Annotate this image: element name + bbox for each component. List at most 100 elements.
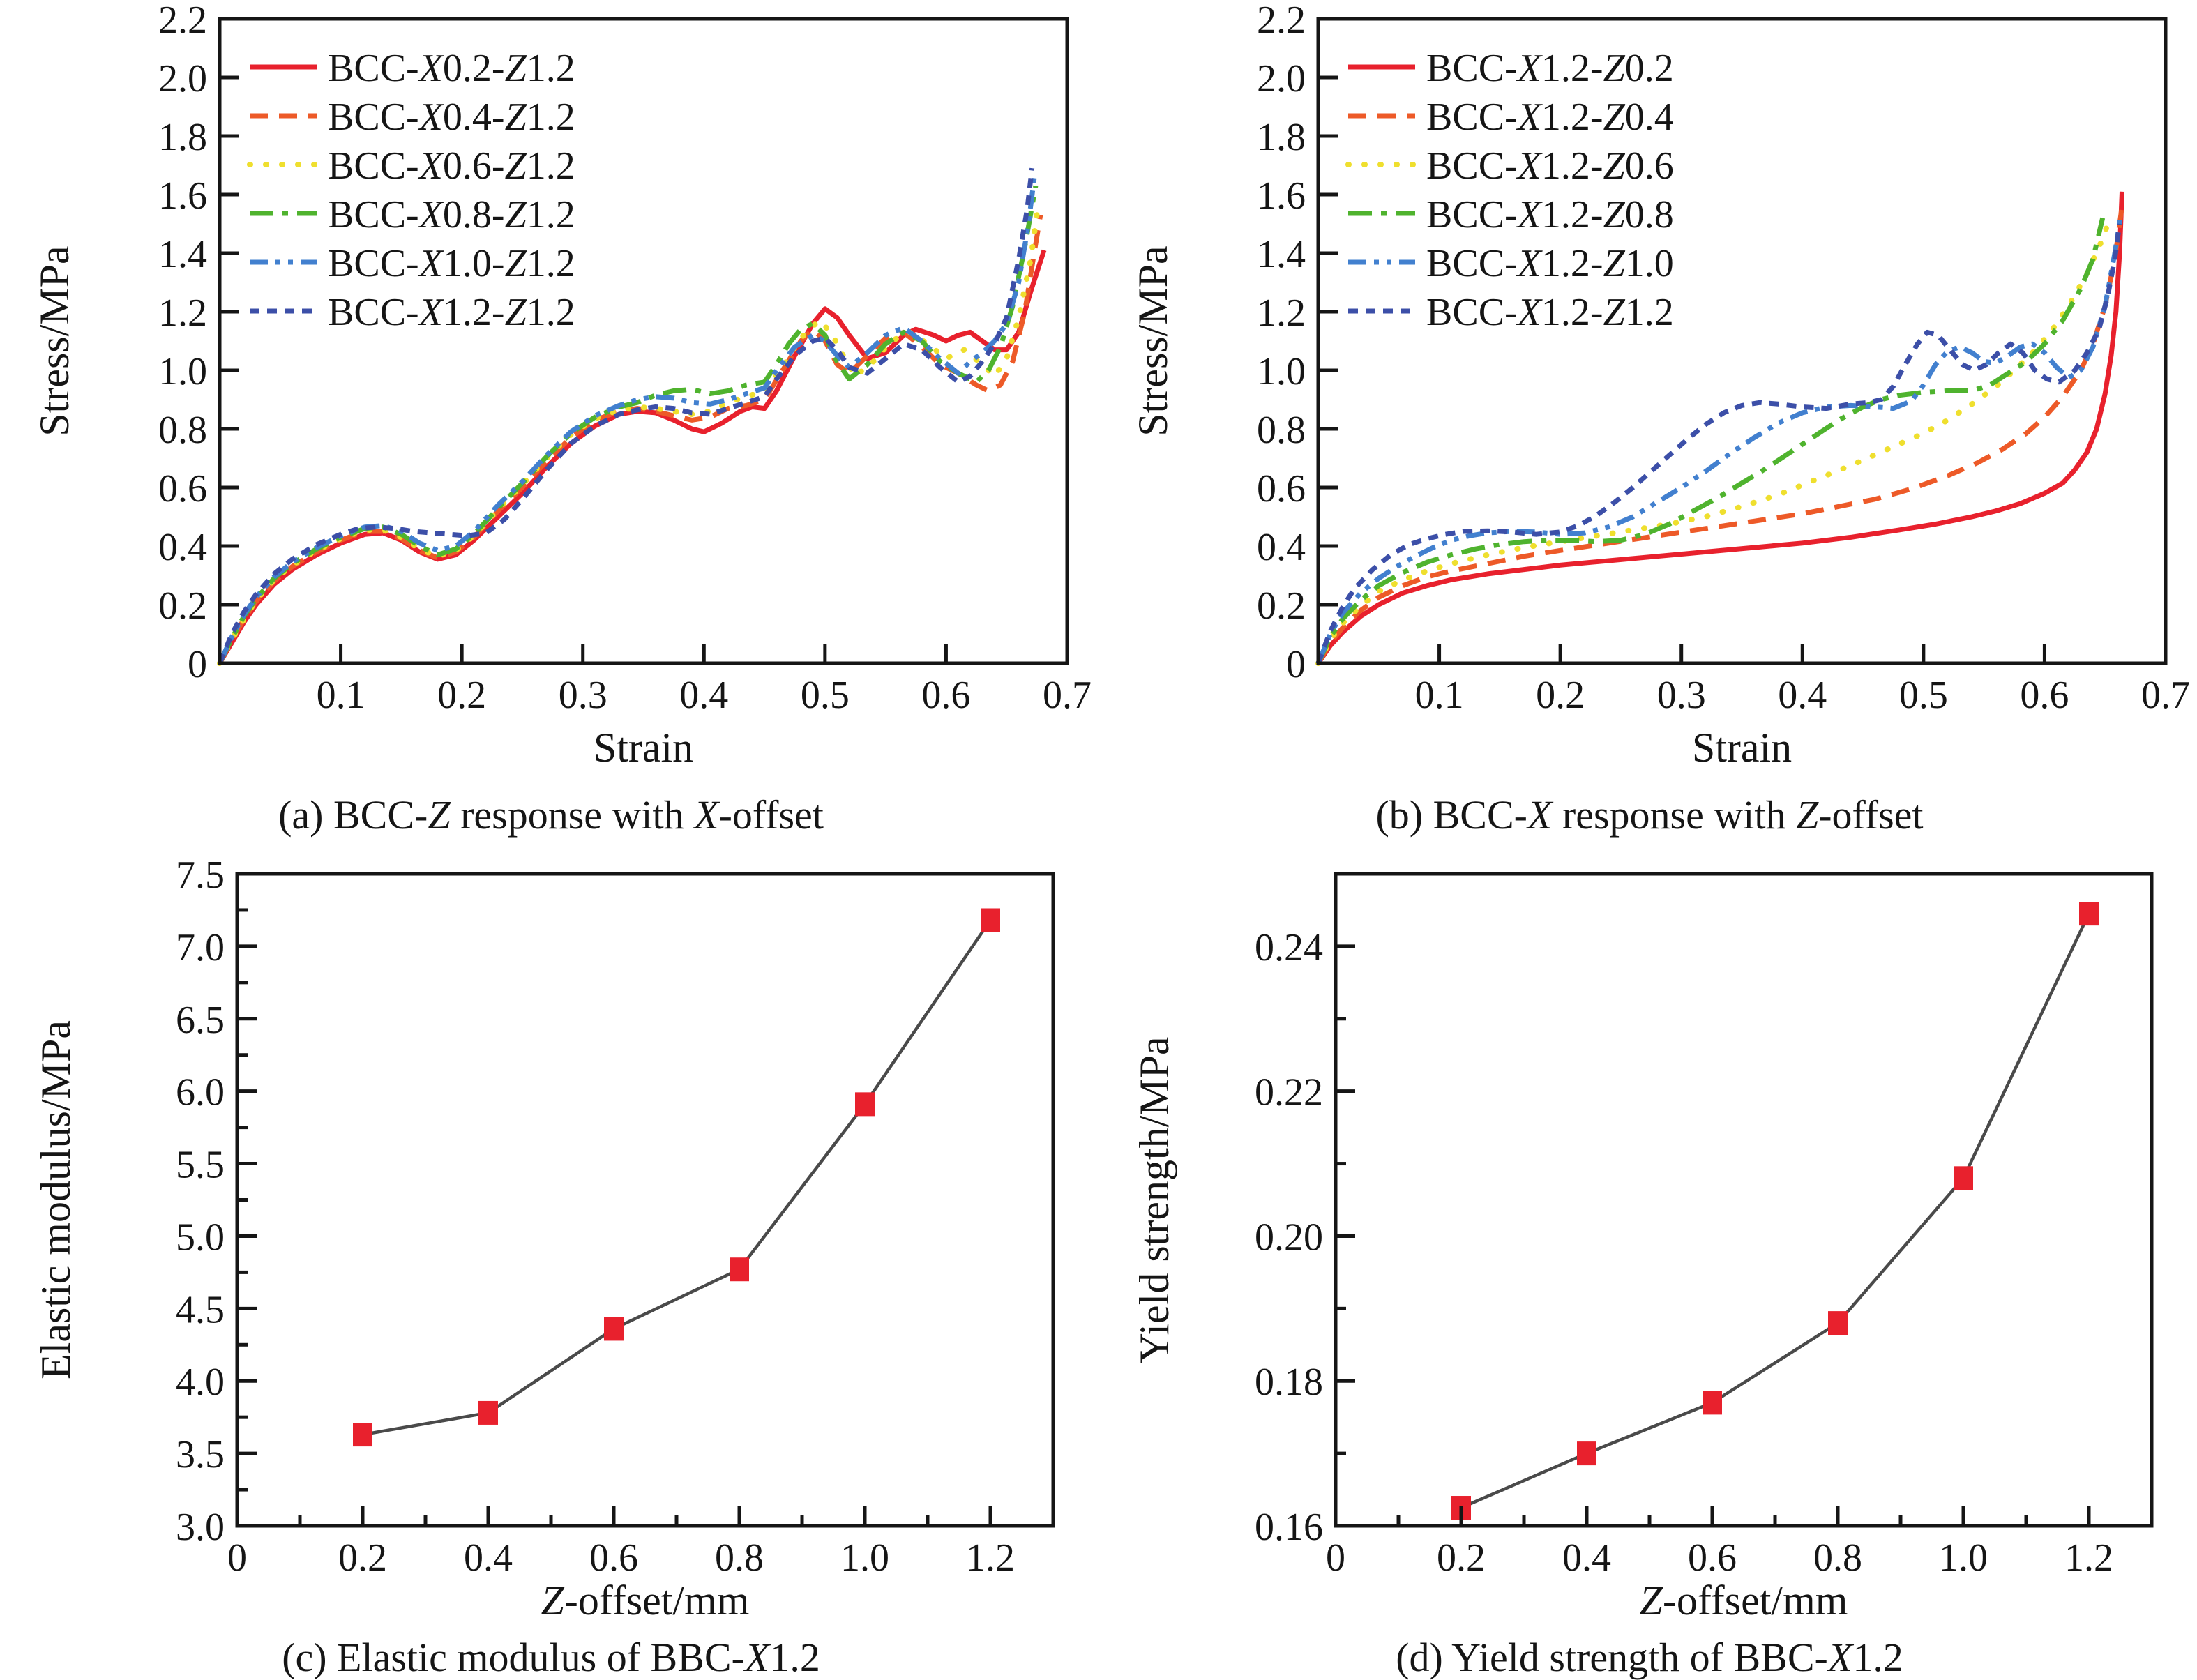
- x-tick-label: 0.2: [338, 1536, 387, 1580]
- x-tick-label: 0.6: [2020, 674, 2069, 717]
- x-tick-label: 1.2: [966, 1536, 1015, 1580]
- series-Yield strength: [1460, 913, 2091, 1510]
- x-tick-label: 0.5: [1899, 674, 1948, 717]
- y-tick-label: 0.6: [1257, 467, 1306, 510]
- data-point-marker: [478, 1400, 498, 1425]
- axis-ticks: [1318, 75, 2046, 663]
- axis-ticks: [237, 908, 1055, 1526]
- x-tick-label: 0.2: [1536, 674, 1585, 717]
- series-BCC-X1.2-Z1.2: [1315, 223, 2122, 665]
- y-tick-label: 2.2: [158, 0, 207, 42]
- data-point-marker: [1577, 1441, 1596, 1466]
- y-tick-label: 1.0: [158, 350, 207, 393]
- y-tick-label: 6.0: [176, 1071, 225, 1114]
- y-tick-label: 5.0: [176, 1216, 225, 1259]
- series-BCC-X1.2-Z0.4: [1315, 206, 2124, 665]
- x-tick-label: 0.6: [921, 674, 970, 717]
- y-tick-label: 0: [1286, 643, 1306, 686]
- legend-label: BCC-X1.2-Z0.8: [1426, 193, 1674, 236]
- series-BCC-X0.8-Z1.2: [217, 185, 1039, 665]
- y-tick-label: 0.16: [1255, 1506, 1323, 1549]
- data-point-marker: [604, 1317, 624, 1341]
- series-BCC-X0.2-Z1.2: [217, 249, 1047, 665]
- panel-a-caption: (a) BCC-Z response with X-offset: [278, 792, 824, 838]
- x-tick-label: 0.8: [1813, 1536, 1862, 1580]
- series-group: [1315, 191, 2124, 666]
- y-tick-label: 7.5: [176, 854, 225, 897]
- y-tick-label: 0: [188, 643, 207, 686]
- x-tick-label: 1.0: [840, 1536, 889, 1580]
- panel-d-xlabel: Z-offset/mm: [1639, 1577, 1848, 1624]
- legend-label: BCC-X1.2-Z0.6: [1426, 144, 1674, 188]
- series-BCC-X1.2-Z0.2: [1316, 191, 2124, 665]
- x-tick-label: 0.3: [559, 674, 607, 717]
- x-tick-label: 0.8: [715, 1536, 764, 1580]
- legend-label: BCC-X0.8-Z1.2: [328, 193, 575, 236]
- y-tick-label: 1.2: [1257, 292, 1306, 335]
- legend-label: BCC-X1.0-Z1.2: [328, 242, 575, 285]
- legend-label: BCC-X1.2-Z0.2: [1426, 47, 1674, 90]
- y-tick-label: 7.0: [176, 926, 225, 969]
- panel-d-caption: (d) Yield strength of BBC-X1.2: [1396, 1635, 1903, 1680]
- y-tick-label: 1.6: [158, 174, 207, 218]
- x-tick-label: 0.4: [1562, 1536, 1611, 1580]
- y-tick-label: 1.6: [1257, 174, 1306, 218]
- panel-c-caption: (c) Elastic modulus of BBC-X1.2: [282, 1635, 820, 1680]
- series-group: [353, 908, 1000, 1447]
- y-tick-label: 0.24: [1255, 926, 1323, 969]
- y-tick-label: 0.8: [1257, 409, 1306, 452]
- y-axis-label: Yield strength/MPa: [1131, 1036, 1177, 1363]
- y-axis-label: Stress/MPa: [31, 245, 77, 436]
- x-tick-label: 0.2: [1437, 1536, 1486, 1580]
- x-tick-label: 0.6: [1688, 1536, 1737, 1580]
- panel-a: 0.1 0.2 0.3 0.4 0.5 0.6 0.7 0 0.2 0.4 0.6 0.8 1.0 1.2…: [0, 0, 1098, 839]
- y-tick-label: 0.2: [1257, 584, 1306, 628]
- y-axis-label: Stress/MPa: [1130, 245, 1176, 436]
- axis-box: [1334, 872, 2154, 1528]
- y-tick-label: 1.2: [158, 292, 207, 335]
- data-point-marker: [1828, 1311, 1848, 1335]
- y-tick-label: 4.5: [176, 1288, 225, 1331]
- tick-labels: 0 0.2 0.4 0.6 0.8 1.0 1.2 0.16 0.18 0.20 0.22 0.24: [1255, 926, 2113, 1580]
- chart-b-svg: 0.1 0.2 0.3 0.4 0.5 0.6 0.7 0 0.2 0.4 0.6 0.8 1.0 1.2…: [1130, 0, 2190, 717]
- x-tick-label: 1.2: [2064, 1536, 2113, 1580]
- y-tick-label: 0.18: [1255, 1361, 1323, 1404]
- series-BCC-X1.2-Z0.8: [1315, 217, 2106, 665]
- x-tick-label: 0: [227, 1536, 247, 1580]
- axis-ticks: [1336, 872, 2154, 1526]
- chart-c-svg: 0 0.2 0.4 0.6 0.8 1.0 1.2 3.0 3.5 4.0 4.5 5.0 5.5 6.0…: [33, 854, 1055, 1580]
- y-tick-label: 0.6: [158, 467, 207, 510]
- x-tick-label: 0.4: [464, 1536, 513, 1580]
- y-tick-label: 3.5: [176, 1433, 225, 1476]
- legend-label: BCC-X0.6-Z1.2: [328, 144, 575, 188]
- legend-label: BCC-X0.4-Z1.2: [328, 96, 575, 139]
- chart-a-svg: 0.1 0.2 0.3 0.4 0.5 0.6 0.7 0 0.2 0.4 0.6 0.8 1.0 1.2…: [31, 0, 1092, 717]
- x-tick-label: 0: [1326, 1536, 1345, 1580]
- data-point-marker: [981, 908, 1000, 932]
- legend-label: BCC-X1.2-Z1.2: [1426, 291, 1674, 334]
- x-tick-label: 0.1: [1415, 674, 1464, 717]
- y-tick-label: 0.8: [158, 409, 207, 452]
- x-tick-label: 0.7: [2141, 674, 2190, 717]
- y-tick-label: 1.0: [1257, 350, 1306, 393]
- tick-labels: 0.1 0.2 0.3 0.4 0.5 0.6 0.7 0 0.2 0.4 0.6 0.8 1.0 1.2…: [158, 0, 1092, 717]
- legend-label: BCC-X1.2-Z1.2: [328, 291, 575, 334]
- y-axis-label: Elastic modulus/MPa: [33, 1020, 79, 1379]
- y-tick-label: 1.4: [158, 233, 207, 276]
- data-point-marker: [353, 1423, 372, 1447]
- y-tick-label: 0.4: [158, 526, 207, 569]
- x-tick-label: 0.2: [437, 674, 486, 717]
- series-BCC-X1.0-Z1.2: [217, 176, 1037, 665]
- data-point-marker: [855, 1092, 875, 1117]
- axis-box: [1316, 17, 2168, 665]
- legend-label: BCC-X1.2-Z0.4: [1426, 96, 1674, 139]
- y-tick-label: 1.8: [158, 116, 207, 159]
- legend: BCC-X0.2-Z1.2 BCC-X0.4-Z1.2 BCC-X0.6-Z1.2 B…: [247, 47, 575, 334]
- y-tick-label: 0.4: [1257, 526, 1306, 569]
- panel-b-xlabel: Strain: [1691, 725, 1792, 771]
- legend: BCC-X1.2-Z0.2 BCC-X1.2-Z0.4 BCC-X1.2-Z0.6 B…: [1345, 47, 1674, 334]
- data-point-marker: [1703, 1391, 1722, 1415]
- chart-d-svg: 0 0.2 0.4 0.6 0.8 1.0 1.2 0.16 0.18 0.20 0.22 0.24 Y…: [1131, 872, 2154, 1580]
- x-tick-label: 0.4: [1778, 674, 1827, 717]
